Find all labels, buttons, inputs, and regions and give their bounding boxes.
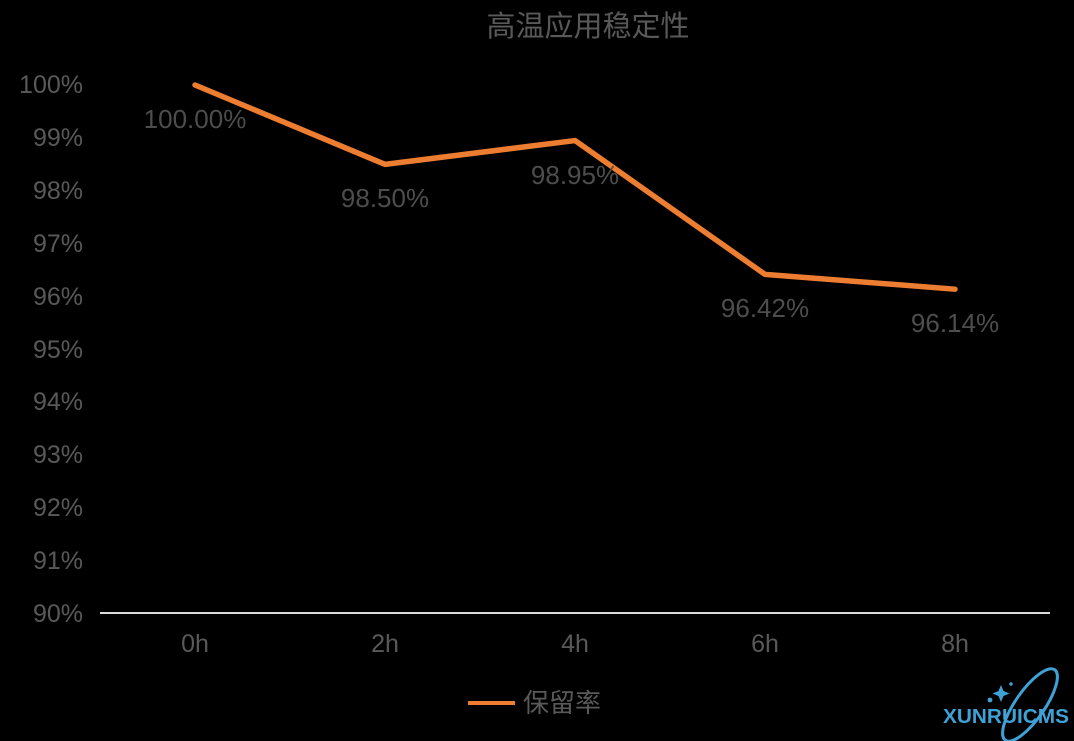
y-axis-tick-label: 100% (19, 71, 83, 99)
legend-label: 保留率 (523, 688, 602, 718)
y-axis-tick-label: 92% (32, 494, 83, 523)
y-axis-tick-label: 95% (32, 335, 83, 364)
xunruicms-watermark-logo: XUNRUICMS (943, 667, 1069, 741)
legend-line-swatch (468, 701, 515, 705)
y-axis-tick-label: 90% (32, 600, 83, 628)
data-label: 98.95% (530, 159, 620, 190)
sparkle-dot-icon (987, 697, 993, 703)
x-axis-tick-label: 0h (181, 630, 209, 658)
series-line (192, 82, 958, 292)
data-label: 98.50% (340, 183, 430, 214)
y-axis-tick-label: 94% (32, 388, 83, 417)
x-axis-tick-label: 2h (371, 630, 399, 658)
orbit-icon (1001, 667, 1059, 741)
y-axis-tick-label: 98% (32, 176, 83, 205)
data-label: 100.00% (143, 104, 247, 134)
watermark-text: XUNRUICMS (943, 706, 1069, 728)
x-axis-tick-label: 6h (751, 630, 779, 658)
x-axis-tick-label: 8h (941, 630, 969, 658)
x-axis-tick-label: 4h (561, 630, 589, 658)
y-axis-tick-label: 91% (32, 547, 83, 576)
sparkle-dot-icon (1009, 682, 1013, 686)
legend: 保留率 (468, 689, 601, 717)
chart-title: 高温应用稳定性 (486, 11, 690, 43)
data-label: 96.14% (910, 308, 1000, 339)
y-axis-tick-label: 97% (32, 229, 83, 258)
y-axis-tick-label: 99% (32, 123, 83, 152)
y-axis-tick-label: 93% (32, 441, 83, 470)
y-axis-tick-label: 96% (32, 282, 83, 311)
data-label: 96.42% (720, 293, 810, 324)
sparkle-icon (992, 685, 1010, 702)
